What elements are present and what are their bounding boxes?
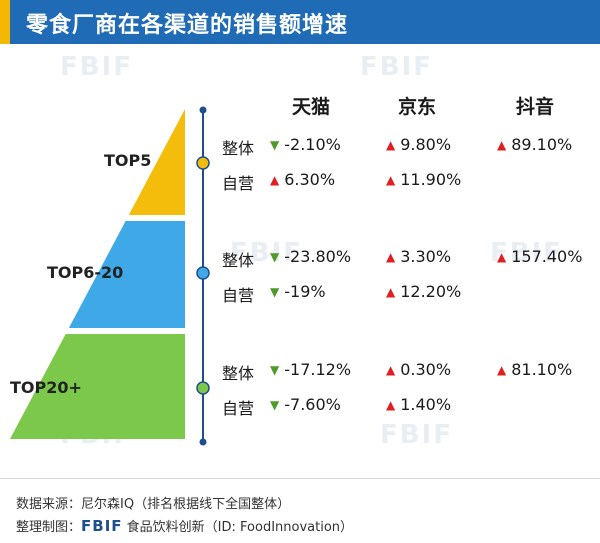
- tier-band-top20-: [10, 334, 185, 439]
- growth-cell: ▲ 157.40%: [497, 247, 582, 266]
- growth-cell: ▲ 89.10%: [497, 135, 572, 154]
- column-header: 抖音: [516, 96, 555, 118]
- tier-label-top6-20: TOP6-20: [47, 263, 124, 282]
- maker-note: 整理制图：FBIF 食品饮料创新（ID: FoodInnovation）: [16, 516, 353, 535]
- growth-cell: ▼ -23.80%: [270, 247, 351, 266]
- growth-cell: ▲ 11.90%: [386, 170, 461, 189]
- triangle-up-icon: ▲: [386, 398, 396, 412]
- growth-value: 6.30%: [284, 170, 336, 189]
- maker-suffix: 食品饮料创新（ID: FoodInnovation）: [126, 520, 354, 535]
- maker-prefix: 整理制图：: [16, 520, 82, 535]
- row-label: 自营: [222, 174, 255, 193]
- row-label: 整体: [222, 139, 255, 158]
- chart-title: 零食厂商在各渠道的销售额增速: [26, 13, 349, 38]
- fbif-logo: FBIF: [81, 517, 123, 535]
- growth-cell: ▲ 81.10%: [497, 360, 572, 379]
- triangle-up-icon: ▲: [386, 138, 396, 152]
- triangle-up-icon: ▲: [270, 173, 280, 187]
- triangle-up-icon: ▲: [386, 173, 396, 187]
- growth-value: 1.40%: [400, 395, 452, 414]
- triangle-up-icon: ▲: [386, 250, 396, 264]
- watermark: FBIF: [360, 52, 434, 82]
- growth-value: -23.80%: [284, 247, 352, 266]
- row-label: 整体: [222, 251, 255, 270]
- growth-value: -17.12%: [284, 360, 352, 379]
- growth-cell: ▲ 9.80%: [386, 135, 451, 154]
- growth-cell: ▲ 12.20%: [386, 282, 461, 301]
- growth-cell: ▲ 6.30%: [270, 170, 335, 189]
- triangle-down-icon: ▼: [270, 138, 280, 152]
- growth-cell: ▼ -17.12%: [270, 360, 351, 379]
- growth-value: 3.30%: [400, 247, 452, 266]
- tier-label-top20-: TOP20+: [10, 378, 82, 397]
- growth-value: 81.10%: [511, 360, 573, 379]
- growth-cell: ▲ 0.30%: [386, 360, 451, 379]
- growth-cell: ▲ 3.30%: [386, 247, 451, 266]
- footer-divider: [0, 478, 600, 479]
- tier-dot-top20-: [196, 381, 210, 395]
- watermark: FBIF: [230, 238, 304, 268]
- row-label: 整体: [222, 364, 255, 383]
- growth-value: 9.80%: [400, 135, 452, 154]
- triangle-down-icon: ▼: [270, 285, 280, 299]
- tier-band-top5: [128, 109, 185, 215]
- triangle-up-icon: ▲: [386, 363, 396, 377]
- triangle-up-icon: ▲: [497, 250, 507, 264]
- triangle-up-icon: ▲: [386, 285, 396, 299]
- triangle-down-icon: ▼: [270, 363, 280, 377]
- growth-value: 0.30%: [400, 360, 452, 379]
- column-header: 京东: [398, 96, 437, 118]
- growth-cell: ▼ -2.10%: [270, 135, 341, 154]
- triangle-up-icon: ▲: [497, 138, 507, 152]
- growth-value: 157.40%: [511, 247, 583, 266]
- tier-band-top6-20: [68, 221, 185, 328]
- watermark: FBIF: [490, 238, 564, 268]
- growth-value: -2.10%: [284, 135, 341, 154]
- triangle-down-icon: ▼: [270, 250, 280, 264]
- triangle-down-icon: ▼: [270, 398, 280, 412]
- growth-value: 12.20%: [400, 282, 462, 301]
- title-bar: 零食厂商在各渠道的销售额增速: [0, 0, 600, 44]
- growth-value: -19%: [284, 282, 326, 301]
- growth-value: 89.10%: [511, 135, 573, 154]
- growth-cell: ▼ -19%: [270, 282, 326, 301]
- timeline-end-dot: [199, 438, 207, 446]
- tier-label-top5: TOP5: [104, 151, 152, 170]
- timeline-start-dot: [199, 106, 207, 114]
- tier-pyramid: [10, 106, 210, 446]
- growth-value: -7.60%: [284, 395, 341, 414]
- data-source-note: 数据来源：尼尔森IQ（排名根据线下全国整体）: [16, 497, 291, 512]
- watermark: FBIF: [380, 420, 454, 450]
- growth-cell: ▲ 1.40%: [386, 395, 451, 414]
- triangle-up-icon: ▲: [497, 363, 507, 377]
- growth-cell: ▼ -7.60%: [270, 395, 341, 414]
- growth-value: 11.90%: [400, 170, 462, 189]
- watermark: FBIF: [60, 52, 134, 82]
- tier-dot-top5: [196, 156, 210, 170]
- column-header: 天猫: [292, 96, 331, 118]
- title-accent-bar: [0, 0, 10, 44]
- tier-dot-top6-20: [196, 266, 210, 280]
- row-label: 自营: [222, 286, 255, 305]
- row-label: 自营: [222, 399, 255, 418]
